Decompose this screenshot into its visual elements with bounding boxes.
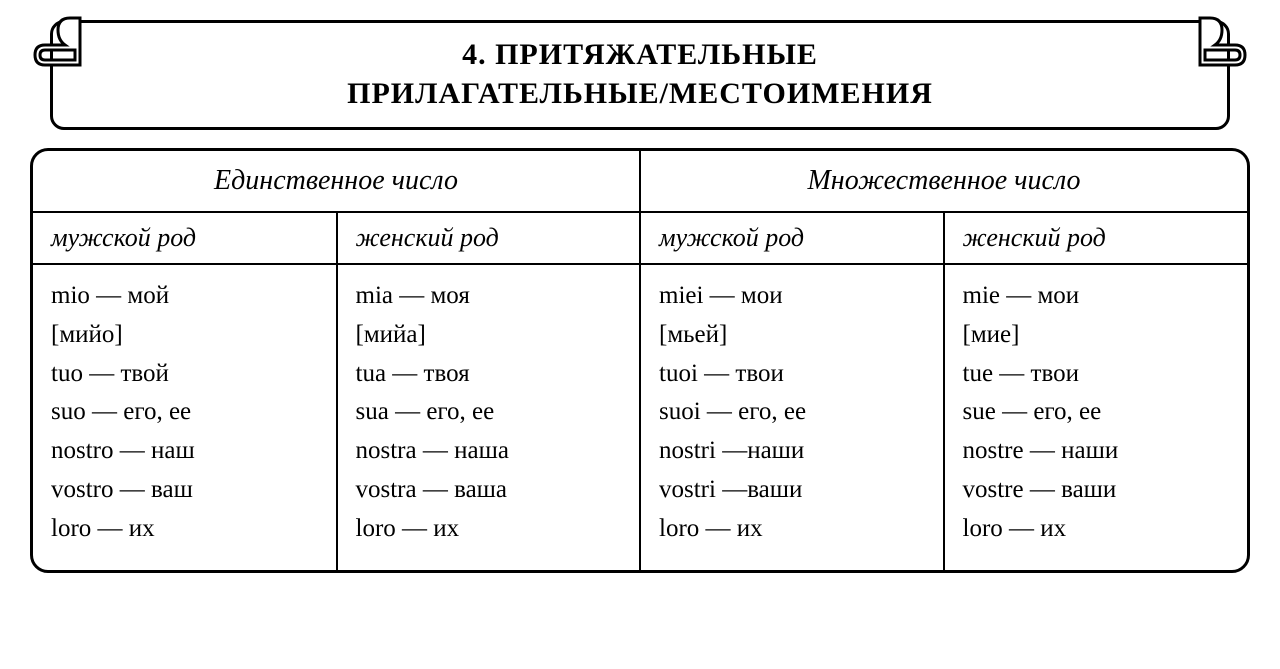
header-sg-fem: женский род	[337, 212, 641, 264]
scroll-curl-right-icon	[1190, 10, 1250, 70]
word-row: nostri —наши	[659, 432, 925, 471]
word-row: loro — их	[963, 510, 1230, 549]
title-box: 4. ПРИТЯЖАТЕЛЬНЫЕ ПРИЛАГАТЕЛЬНЫЕ/МЕСТОИМ…	[50, 20, 1230, 130]
number-header-row: Единственное число Множественное число	[33, 151, 1247, 212]
word-row: suo — его, ее	[51, 393, 318, 432]
title-banner: 4. ПРИТЯЖАТЕЛЬНЫЕ ПРИЛАГАТЕЛЬНЫЕ/МЕСТОИМ…	[30, 20, 1250, 130]
word-row: vostro — ваш	[51, 471, 318, 510]
pronunciation: [мийо]	[51, 316, 318, 355]
word-row: vostre — ваши	[963, 471, 1230, 510]
word-row: sue — его, ее	[963, 393, 1230, 432]
word-row: nostra — наша	[356, 432, 622, 471]
word-row: mia — моя	[356, 277, 622, 316]
word-row: tuoi — твои	[659, 355, 925, 394]
word-row: vostri —ваши	[659, 471, 925, 510]
scroll-curl-left-icon	[30, 10, 90, 70]
word-row: sua — его, ее	[356, 393, 622, 432]
pronunciation: [мие]	[963, 316, 1230, 355]
word-row: loro — их	[356, 510, 622, 549]
word-row: mio — мой	[51, 277, 318, 316]
word-row: tue — твои	[963, 355, 1230, 394]
word-row: nostre — наши	[963, 432, 1230, 471]
word-row: loro — их	[659, 510, 925, 549]
header-plural: Множественное число	[640, 151, 1247, 212]
word-row: tuo — твой	[51, 355, 318, 394]
cell-sg-masc: mio — мой[мийо]tuo — твойsuo — его, ееno…	[33, 264, 337, 570]
cell-sg-fem: mia — моя[мийа]tua — твояsua — его, ееno…	[337, 264, 641, 570]
cell-pl-fem: mie — мои[мие]tue — твоиsue — его, ееnos…	[944, 264, 1248, 570]
word-row: suoi — его, ее	[659, 393, 925, 432]
gender-header-row: мужской род женский род мужской род женс…	[33, 212, 1247, 264]
word-row: loro — их	[51, 510, 318, 549]
word-row: tua — твоя	[356, 355, 622, 394]
grammar-table: Единственное число Множественное число м…	[30, 148, 1250, 573]
pronunciation: [мьей]	[659, 316, 925, 355]
word-row: vostra — ваша	[356, 471, 622, 510]
word-row: miei — мои	[659, 277, 925, 316]
header-singular: Единственное число	[33, 151, 640, 212]
word-row: mie — мои	[963, 277, 1230, 316]
header-pl-fem: женский род	[944, 212, 1248, 264]
content-row: mio — мой[мийо]tuo — твойsuo — его, ееno…	[33, 264, 1247, 570]
title-line-1: 4. ПРИТЯЖАТЕЛЬНЫЕ	[123, 35, 1157, 74]
header-sg-masc: мужской род	[33, 212, 337, 264]
word-row: nostro — наш	[51, 432, 318, 471]
header-pl-masc: мужской род	[640, 212, 944, 264]
cell-pl-masc: miei — мои[мьей]tuoi — твоиsuoi — его, е…	[640, 264, 944, 570]
pronunciation: [мийа]	[356, 316, 622, 355]
title-line-2: ПРИЛАГАТЕЛЬНЫЕ/МЕСТОИМЕНИЯ	[123, 74, 1157, 113]
